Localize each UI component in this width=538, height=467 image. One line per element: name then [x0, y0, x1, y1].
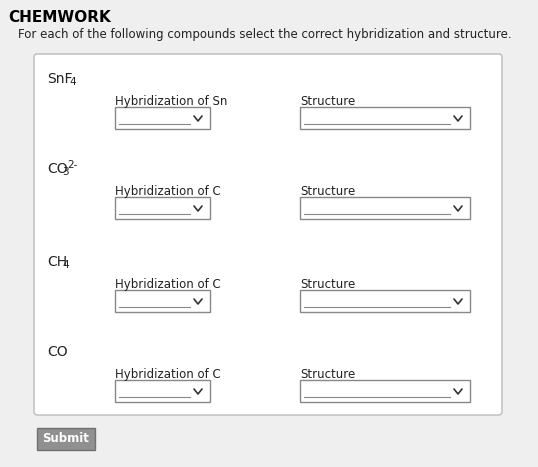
Text: Hybridization of C: Hybridization of C — [115, 278, 221, 291]
Text: Hybridization of Sn: Hybridization of Sn — [115, 95, 228, 108]
Text: 4: 4 — [62, 260, 69, 270]
FancyBboxPatch shape — [37, 428, 95, 450]
Text: Structure: Structure — [300, 185, 355, 198]
FancyBboxPatch shape — [115, 290, 210, 312]
Text: Hybridization of C: Hybridization of C — [115, 185, 221, 198]
Text: Structure: Structure — [300, 95, 355, 108]
FancyBboxPatch shape — [115, 107, 210, 129]
Text: CO: CO — [47, 162, 68, 176]
Text: CH: CH — [47, 255, 67, 269]
FancyBboxPatch shape — [300, 380, 470, 402]
Text: Hybridization of C: Hybridization of C — [115, 368, 221, 381]
Text: CHEMWORK: CHEMWORK — [8, 10, 111, 25]
Text: Submit: Submit — [43, 432, 89, 446]
Text: SnF: SnF — [47, 72, 73, 86]
FancyBboxPatch shape — [34, 54, 502, 415]
Text: 2-: 2- — [67, 160, 78, 170]
Text: CO: CO — [47, 345, 68, 359]
Text: For each of the following compounds select the correct hybridization and structu: For each of the following compounds sele… — [18, 28, 512, 41]
FancyBboxPatch shape — [300, 290, 470, 312]
FancyBboxPatch shape — [115, 197, 210, 219]
FancyBboxPatch shape — [115, 380, 210, 402]
Text: Structure: Structure — [300, 368, 355, 381]
Text: 4: 4 — [69, 77, 76, 87]
FancyBboxPatch shape — [300, 197, 470, 219]
FancyBboxPatch shape — [300, 107, 470, 129]
FancyBboxPatch shape — [0, 0, 538, 57]
Text: Structure: Structure — [300, 278, 355, 291]
Text: 3: 3 — [62, 167, 69, 177]
